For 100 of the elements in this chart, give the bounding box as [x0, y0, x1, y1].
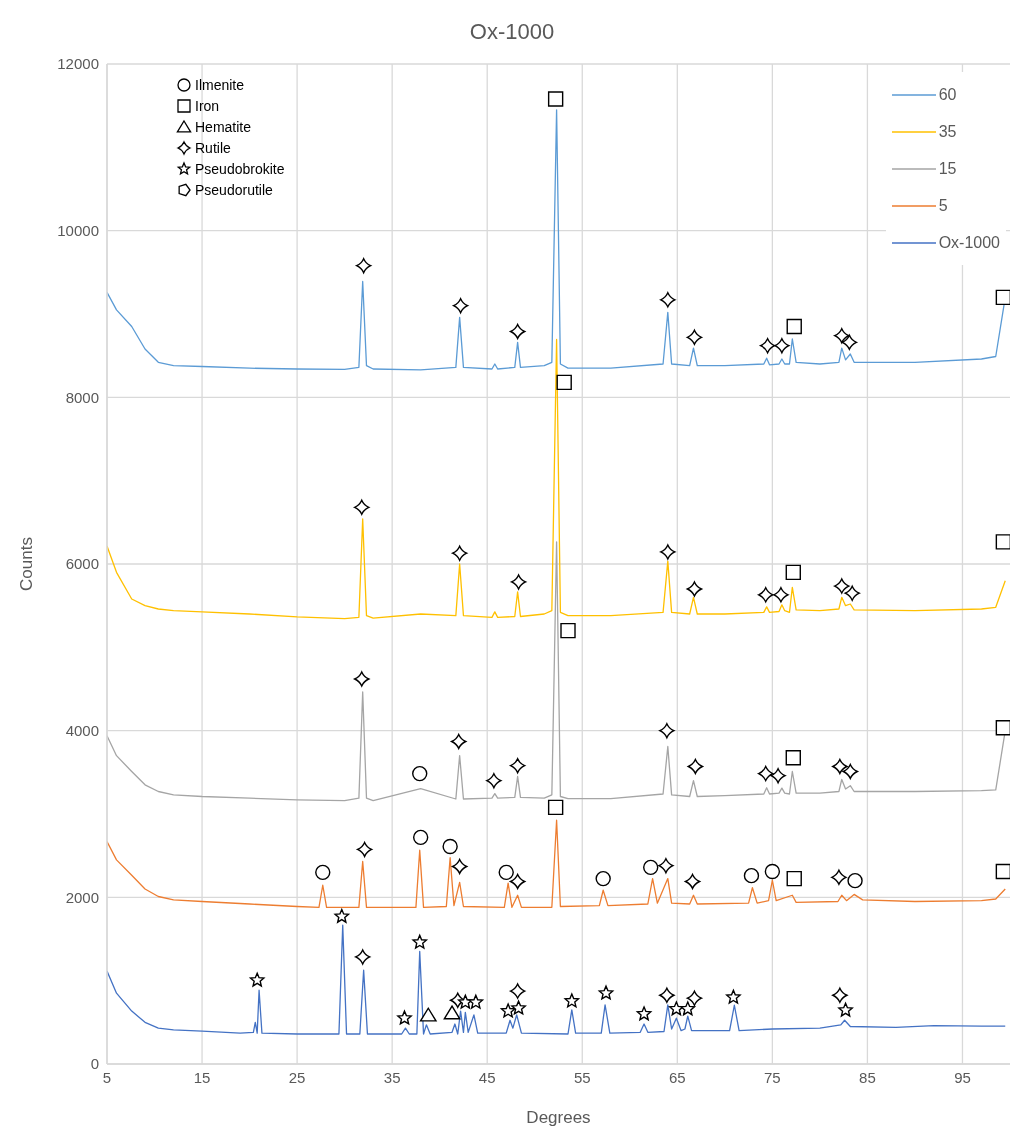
point [354, 499, 370, 516]
point [834, 578, 850, 594]
point [995, 863, 1010, 880]
point [687, 758, 704, 775]
x-tick-label: 25 [288, 1068, 306, 1086]
legend-label: Ilmenite [195, 76, 245, 93]
x-tick-label: 35 [383, 1068, 401, 1086]
point [355, 257, 372, 274]
point [354, 949, 371, 965]
point [315, 864, 331, 881]
point [354, 671, 370, 687]
point [451, 545, 468, 561]
point [509, 323, 526, 340]
point [831, 869, 847, 886]
y-axis-title: Counts [17, 537, 37, 591]
point [500, 1003, 516, 1018]
point [636, 1006, 652, 1021]
point [442, 838, 458, 855]
point [468, 994, 484, 1009]
point [659, 722, 675, 739]
point [995, 720, 1010, 736]
y-tick-label: 0 [90, 1055, 99, 1073]
point [598, 985, 614, 1000]
point [419, 1007, 437, 1022]
point [785, 564, 801, 581]
x-tick-label: 75 [764, 1068, 781, 1086]
x-tick-label: 5 [102, 1068, 112, 1086]
point [509, 757, 526, 774]
point [658, 857, 674, 874]
point [511, 1000, 526, 1015]
point [786, 318, 802, 335]
point [726, 989, 741, 1004]
point [595, 870, 611, 887]
point [686, 581, 703, 597]
point [686, 329, 703, 346]
point [844, 585, 860, 601]
point [556, 374, 572, 391]
point [832, 758, 848, 775]
point [842, 763, 859, 780]
legend-label: Pseudobrokite [195, 160, 285, 177]
point [786, 870, 802, 887]
point [686, 990, 703, 1006]
point [412, 934, 428, 949]
y-tick-label: 8000 [65, 388, 99, 406]
point [684, 873, 701, 890]
point [457, 994, 473, 1009]
point [669, 1001, 684, 1016]
chart-title: Ox-1000 [468, 18, 556, 46]
legend-label: Hematite [195, 118, 252, 135]
point [547, 91, 564, 107]
point [498, 864, 514, 881]
x-tick-label: 55 [573, 1068, 591, 1086]
point [412, 829, 429, 846]
legend-label: Iron [195, 97, 220, 114]
point [659, 987, 675, 1003]
point [841, 334, 858, 351]
point [451, 858, 468, 875]
point [785, 750, 801, 766]
y-tick-label: 10000 [57, 221, 99, 239]
y-tick-label: 6000 [65, 555, 99, 573]
point [510, 574, 527, 590]
point [995, 289, 1010, 306]
point [660, 544, 676, 560]
point [838, 1002, 853, 1017]
point [759, 337, 776, 354]
x-tick-label: 15 [193, 1068, 211, 1086]
x-tick-label: 65 [668, 1068, 686, 1086]
point [773, 587, 789, 603]
legend-label: Ox-1000 [938, 233, 1000, 252]
point [995, 534, 1010, 550]
point [680, 1001, 696, 1016]
point [758, 765, 774, 782]
point [764, 863, 781, 880]
point [397, 1010, 412, 1025]
point [770, 767, 786, 784]
legend-label: 15 [938, 159, 957, 178]
point [452, 297, 469, 314]
y-tick-label: 2000 [65, 888, 99, 906]
point [547, 799, 564, 816]
point [758, 587, 774, 603]
line-series [107, 338, 1006, 620]
x-tick-label: 85 [859, 1068, 876, 1086]
point [834, 327, 850, 344]
y-tick-label: 4000 [65, 721, 99, 739]
point [564, 993, 580, 1008]
point [847, 872, 863, 889]
legend-label: 35 [938, 122, 957, 141]
point [249, 972, 265, 987]
x-tick-label: 45 [478, 1068, 496, 1086]
point [560, 622, 576, 639]
point [832, 987, 848, 1003]
point [509, 873, 526, 890]
point [334, 908, 350, 923]
line-series [107, 819, 1006, 908]
point [774, 337, 790, 354]
legend-label: Rutile [195, 139, 231, 156]
point [509, 983, 526, 999]
y-tick-label: 12000 [57, 55, 99, 73]
legend-label: 60 [938, 85, 957, 104]
point [486, 772, 502, 789]
